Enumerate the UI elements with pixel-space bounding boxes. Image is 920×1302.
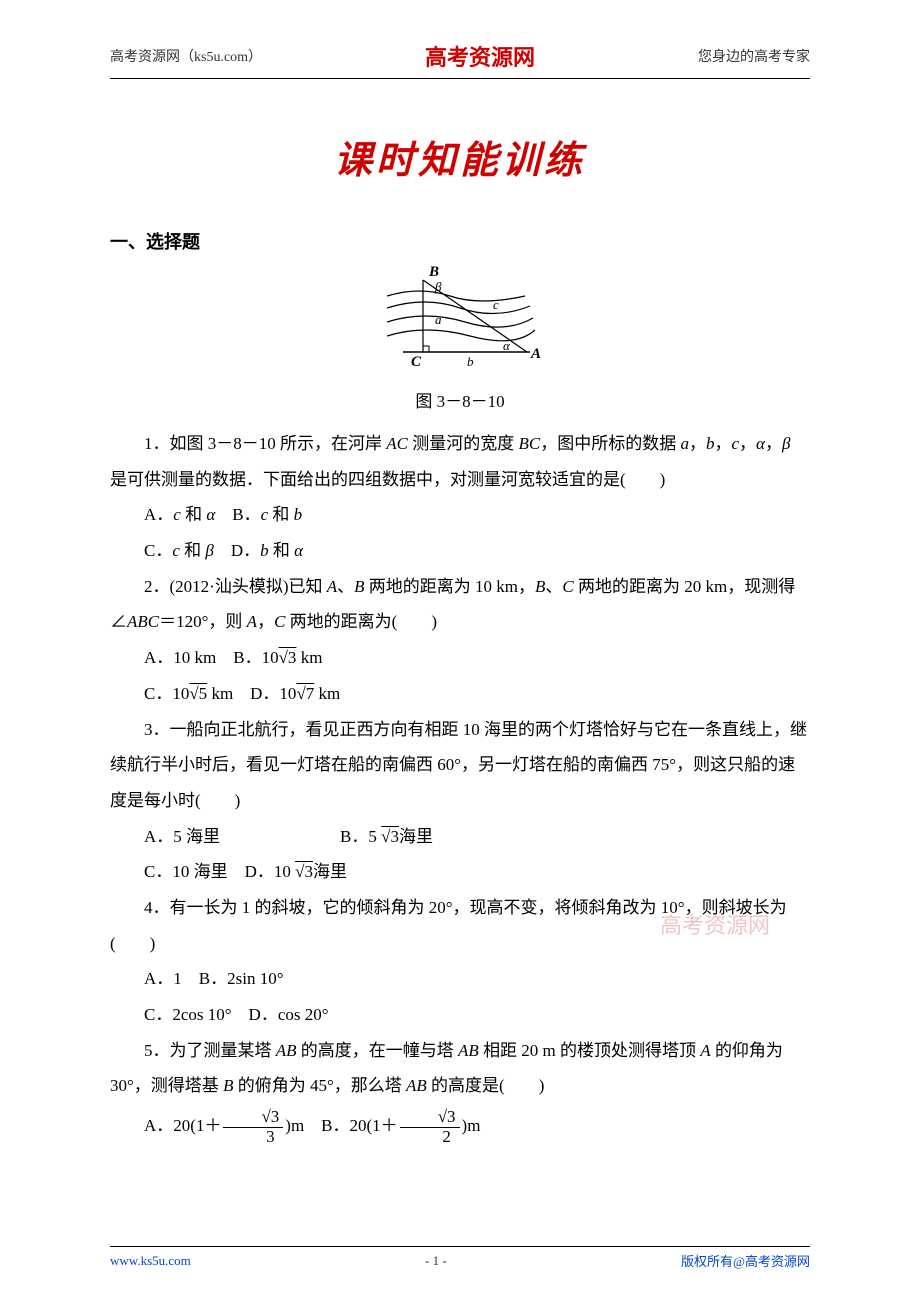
footer-right: 版权所有@高考资源网 [681,1251,810,1270]
footer-center: - 1 - [425,1253,447,1269]
label-b: b [467,354,474,369]
q2-options-line2: C．10√5 km D．10√7 km [110,676,810,712]
figure-3-8-10: B β c a α C b A [110,264,810,379]
q1-options-line2: C．c 和 β D．b 和 α [110,533,810,569]
main-title: 课时知能训练 [110,129,810,184]
label-alpha: α [503,338,511,353]
river-diagram-icon: B β c a α C b A [375,264,545,374]
q3-options-line2: C．10 海里 D．10 √3海里 [110,854,810,890]
page-footer: www.ks5u.com - 1 - 版权所有@高考资源网 [110,1246,810,1270]
page-header: 高考资源网（ks5u.com） 高考资源网 您身边的高考专家 [110,40,810,79]
label-c: c [493,297,499,312]
q2-options-line1: A．10 km B．10√3 km [110,640,810,676]
label-C: C [411,354,422,370]
label-a: a [435,312,442,327]
q3-text: 3．一船向正北航行，看见正西方向有相距 10 海里的两个灯塔恰好与它在一条直线上… [110,712,810,819]
header-center: 高考资源网 [425,40,535,72]
q4-text: 4．有一长为 1 的斜坡，它的倾斜角为 20°，现高不变，将倾斜角改为 10°，… [110,890,810,961]
section-title: 一、选择题 [110,228,810,254]
q2-text: 2．(2012·汕头模拟)已知 A、B 两地的距离为 10 km，B、C 两地的… [110,569,810,640]
q1-text: 1．如图 3－8－10 所示，在河岸 AC 测量河的宽度 BC，图中所标的数据 … [110,426,810,497]
footer-left: www.ks5u.com [110,1253,191,1269]
label-A: A [530,346,541,362]
q3-options-line1: A．5 海里B．5 √3海里 [110,819,810,855]
q5-text: 5．为了测量某塔 AB 的高度，在一幢与塔 AB 相距 20 m 的楼顶处测得塔… [110,1033,810,1104]
content-body: 一、选择题 B β c a α C b A 图 3－8－10 [110,228,810,1148]
q4-options-line2: C．2cos 10° D．cos 20° [110,997,810,1033]
header-right: 您身边的高考专家 [698,46,810,66]
q4-options-line1: A．1 B．2sin 10° [110,961,810,997]
header-left: 高考资源网（ks5u.com） [110,46,262,66]
figure-caption: 图 3－8－10 [110,387,810,412]
q1-options-line1: A．c 和 α B．c 和 b [110,497,810,533]
q5-options-line1: A．20(1＋√33)m B．20(1＋√32)m [110,1104,810,1148]
label-B: B [428,264,439,280]
